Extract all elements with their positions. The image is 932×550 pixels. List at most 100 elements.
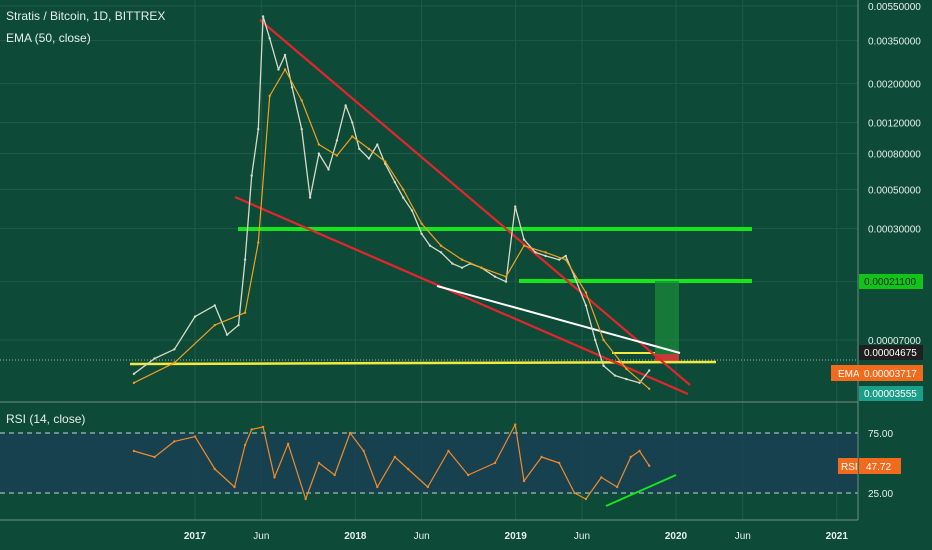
price-series-line-point xyxy=(428,244,432,247)
rsi-series-group xyxy=(132,423,651,501)
rsi-tag-name: RSI xyxy=(841,462,858,473)
price-series-line-point xyxy=(358,147,361,151)
price-series-line-point xyxy=(460,266,464,269)
price-series-line-point xyxy=(308,196,312,199)
ema-price-tag-name: EMA xyxy=(838,369,860,380)
time-tick-label: 2021 xyxy=(826,531,849,542)
rsi-series-line-point xyxy=(629,455,632,459)
drawing-target-box[interactable] xyxy=(655,281,679,354)
rsi-series-line-point xyxy=(132,449,136,453)
ema-series-line-point xyxy=(283,68,287,71)
rsi-tag-value: 47.72 xyxy=(866,462,891,473)
price-tick-label: 0.00080000 xyxy=(868,150,921,161)
price-series-group xyxy=(132,15,651,385)
price-tick-label: 0.00200000 xyxy=(868,79,921,90)
ema-series-line-point xyxy=(173,361,176,364)
rsi-series-line-point xyxy=(447,449,450,453)
price-series-line-point xyxy=(439,251,443,254)
rsi-series-line-point xyxy=(540,455,543,459)
price-series-line-point xyxy=(584,304,588,307)
rsi-series-line-point xyxy=(467,473,470,477)
price-series-line-point xyxy=(638,381,641,385)
price-series-line-point xyxy=(250,174,253,177)
price-series-line-point xyxy=(225,333,229,336)
price-series-line-point xyxy=(557,258,561,261)
ema-indicator-label[interactable]: EMA (50, close) xyxy=(6,31,91,45)
rsi-series-line-point xyxy=(426,485,430,489)
ema-series-line-point xyxy=(300,99,303,102)
level-price-tag-text: 0.00021100 xyxy=(864,277,917,288)
price-series-line-point xyxy=(393,181,397,184)
rsi-series-line-point xyxy=(406,467,410,471)
ema-series-line-point xyxy=(132,381,136,385)
drawing-red-trend-lower[interactable] xyxy=(234,195,689,396)
rsi-series-line-point xyxy=(638,449,641,453)
current-price-tag: 0.00004675 xyxy=(859,345,923,360)
drawing-green-rsi-divergence[interactable] xyxy=(605,474,677,507)
rsi-series-line-point xyxy=(522,479,526,483)
rsi-series-line-point xyxy=(514,423,517,426)
ema-series-line-point xyxy=(602,338,605,342)
price-tick-label: 0.00350000 xyxy=(868,37,921,48)
price-series-line-point xyxy=(593,338,597,342)
rsi-series-line-point xyxy=(250,428,253,431)
rsi-series-line-point xyxy=(273,476,276,479)
ema-series-line-point xyxy=(420,222,423,225)
ema-series-line-point xyxy=(460,258,464,261)
rsi-axis[interactable]: 75.00 25.00 xyxy=(868,429,893,500)
ema-series-line-point xyxy=(351,135,354,138)
drawing-white-trend[interactable] xyxy=(436,285,681,354)
ema-series-line-point xyxy=(648,387,651,390)
time-axis[interactable]: 2017 Jun 2018 Jun 2019 Jun 2020 Jun 2021 xyxy=(184,531,848,542)
rsi-tick-label: 25.00 xyxy=(868,489,893,500)
rsi-series-line[interactable] xyxy=(133,424,650,500)
ema-series-line-point xyxy=(384,160,387,163)
ema-series-line-point xyxy=(504,275,508,278)
drawing-yellow-support[interactable] xyxy=(129,360,717,366)
rsi-tick-label: 75.00 xyxy=(868,429,893,440)
rsi-indicator-label[interactable]: RSI (14, close) xyxy=(6,412,86,426)
rsi-series-line-point xyxy=(304,497,307,501)
rsi-series-line-point xyxy=(193,435,197,438)
time-tick-label: 2017 xyxy=(184,531,207,542)
price-series-line-point xyxy=(290,86,294,89)
ema-series-line-point xyxy=(257,241,260,244)
ema-series-line-point xyxy=(335,154,339,157)
rsi-series-line-point xyxy=(615,485,619,489)
rsi-series-line-point xyxy=(243,443,247,447)
rsi-series-line-point xyxy=(213,467,216,471)
ema-price-tag-text: 0.00003717 xyxy=(864,369,917,380)
price-series-line[interactable] xyxy=(133,15,650,384)
rsi-series-line-point xyxy=(286,442,290,445)
chart-title[interactable]: Stratis / Bitcoin, 1D, BITTREX xyxy=(6,9,166,23)
rsi-series-line-point xyxy=(233,485,236,489)
drawing-red-trend-upper[interactable] xyxy=(259,19,691,386)
low-price-tag-text: 0.00003555 xyxy=(864,389,917,400)
ema-series-line[interactable] xyxy=(133,68,650,390)
price-series-line-point xyxy=(544,254,547,258)
ema-series-line-point xyxy=(402,188,405,191)
price-series-line-point xyxy=(335,139,339,142)
rsi-series-line-point xyxy=(348,431,352,435)
price-series-line-point xyxy=(451,262,454,265)
time-tick-label: Jun xyxy=(574,531,590,542)
rsi-series-line-point xyxy=(493,461,497,465)
price-series-line-point xyxy=(344,104,347,107)
price-series-line-point xyxy=(534,251,537,254)
level-price-tag: 0.00021100 xyxy=(859,274,923,289)
rsi-series-line-point xyxy=(393,455,397,459)
price-series-line-point xyxy=(522,238,526,241)
price-series-line-point xyxy=(504,280,508,283)
price-tick-label: 0.00550000 xyxy=(868,2,921,13)
price-series-line-point xyxy=(493,275,497,278)
ema-series-line-point xyxy=(367,147,371,151)
price-series-line-point xyxy=(602,364,605,367)
drawing-stop-box[interactable] xyxy=(655,354,679,363)
price-series-line-point xyxy=(173,348,176,351)
price-series-line-point xyxy=(261,15,265,18)
rsi-series-line-point xyxy=(333,473,336,477)
ema-series-group xyxy=(132,68,651,390)
price-series-line-point xyxy=(648,369,651,372)
price-series-line-point xyxy=(300,127,303,131)
